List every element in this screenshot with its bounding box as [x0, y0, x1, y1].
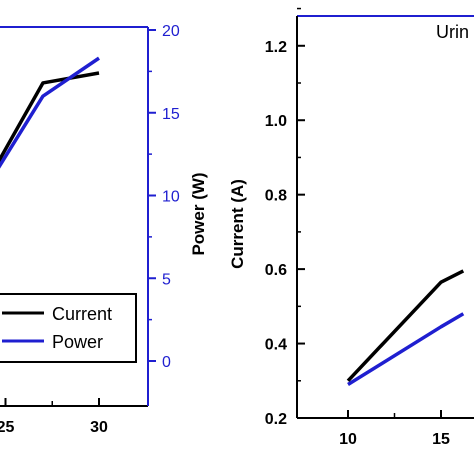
- legend-label-power: Power: [52, 332, 103, 352]
- right-series-lines: [346, 269, 465, 386]
- right-chart: 0.2 0.4 0.6 0.8 1.0 1.2 10 15 Current (A) Urin: [228, 7, 474, 448]
- right-series-line-2: [347, 312, 465, 386]
- left-series-lines: [0, 56, 100, 169]
- power-axis-tick-label: 0: [162, 354, 171, 371]
- current-axis-ticks: 0.2 0.4 0.6 0.8 1.0 1.2: [265, 7, 305, 428]
- left-x-axis-ticks: 25 30: [0, 398, 108, 436]
- chart-annotation: Urin: [436, 22, 469, 42]
- left-chart: 0 5 10 15 20 25 30 Power (W) Current Power: [0, 23, 208, 436]
- current-axis-tick-label: 0.8: [265, 188, 287, 205]
- right-x-tick-label: 10: [339, 431, 357, 448]
- current-axis-tick-label: 0.4: [265, 337, 287, 354]
- right-x-axis-ticks: 10 15: [339, 410, 450, 448]
- power-axis-tick-label: 10: [162, 189, 180, 206]
- power-axis-tick-label: 5: [162, 271, 171, 288]
- current-axis-tick-label: 0.2: [265, 411, 287, 428]
- current-axis-title: Current (A): [228, 179, 247, 269]
- power-axis-tick-label: 15: [162, 106, 180, 123]
- legend-box: [0, 293, 137, 363]
- current-axis-tick-label: 1.0: [265, 113, 287, 130]
- legend-label-current: Current: [52, 304, 112, 324]
- left-x-tick-label: 30: [90, 419, 108, 436]
- current-axis-tick-label: 0.6: [265, 262, 287, 279]
- right-x-tick-label: 15: [432, 431, 450, 448]
- right-series-line-1: [346, 269, 465, 382]
- current-axis-tick-label: 1.2: [265, 39, 287, 56]
- series-line-current: [0, 71, 100, 163]
- legend: Current Power: [0, 293, 137, 363]
- power-axis-title: Power (W): [189, 172, 208, 255]
- power-axis-tick-label: 20: [162, 23, 180, 40]
- series-line-power: [0, 56, 100, 169]
- left-x-tick-label: 25: [0, 419, 15, 436]
- power-axis-ticks: 0 5 10 15 20: [148, 23, 180, 371]
